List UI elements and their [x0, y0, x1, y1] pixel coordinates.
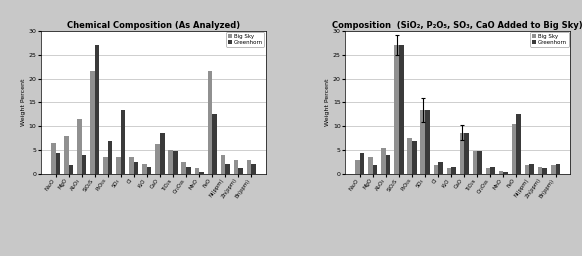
Bar — [407, 138, 412, 174]
Bar — [108, 141, 112, 174]
Bar — [425, 110, 430, 174]
Bar — [208, 71, 212, 174]
Bar — [446, 168, 451, 174]
Bar — [499, 171, 503, 174]
Bar — [81, 155, 86, 174]
Bar — [503, 172, 508, 174]
Bar — [386, 155, 391, 174]
Bar — [530, 164, 534, 174]
Bar — [234, 160, 238, 174]
Bar — [360, 153, 364, 174]
Bar — [155, 144, 160, 174]
Bar — [486, 168, 490, 174]
Bar — [399, 45, 403, 174]
Bar — [464, 133, 469, 174]
Bar — [121, 110, 125, 174]
Bar — [460, 133, 464, 174]
Bar — [556, 164, 560, 174]
Bar — [516, 114, 521, 174]
Bar — [147, 167, 151, 174]
Bar — [355, 160, 360, 174]
Y-axis label: Weight Percent: Weight Percent — [21, 79, 26, 126]
Bar — [64, 136, 69, 174]
Title: Chemical Composition (As Analyzed): Chemical Composition (As Analyzed) — [67, 21, 240, 30]
Bar — [221, 155, 225, 174]
Bar — [434, 165, 438, 174]
Bar — [251, 164, 256, 174]
Bar — [212, 114, 217, 174]
Y-axis label: Weight Percent: Weight Percent — [325, 79, 330, 126]
Bar — [143, 164, 147, 174]
Bar — [412, 141, 417, 174]
Bar — [182, 162, 186, 174]
Bar — [525, 165, 530, 174]
Bar — [512, 124, 516, 174]
Title: Composition  (SiO₂, P₂O₅, SO₃, CaO Added to Big Sky): Composition (SiO₂, P₂O₅, SO₃, CaO Added … — [332, 21, 582, 30]
Bar — [168, 150, 173, 174]
Bar — [77, 119, 81, 174]
Bar — [451, 167, 456, 174]
Bar — [438, 162, 443, 174]
Legend: Big Sky, Greenhorn: Big Sky, Greenhorn — [226, 33, 264, 47]
Bar — [186, 167, 191, 174]
Bar — [69, 165, 73, 174]
Bar — [381, 148, 386, 174]
Bar — [173, 151, 178, 174]
Bar — [420, 110, 425, 174]
Bar — [490, 167, 495, 174]
Bar — [95, 45, 100, 174]
Bar — [129, 157, 134, 174]
Bar — [55, 153, 60, 174]
Bar — [90, 71, 95, 174]
Bar — [477, 151, 482, 174]
Bar — [194, 168, 199, 174]
Bar — [225, 164, 230, 174]
Bar — [368, 157, 373, 174]
Bar — [395, 45, 399, 174]
Legend: Big Sky, Greenhorn: Big Sky, Greenhorn — [530, 33, 569, 47]
Bar — [238, 168, 243, 174]
Bar — [373, 165, 377, 174]
Bar — [247, 160, 251, 174]
Bar — [160, 133, 165, 174]
Bar — [51, 143, 55, 174]
Bar — [103, 157, 108, 174]
Bar — [538, 167, 542, 174]
Bar — [551, 165, 556, 174]
Bar — [542, 168, 547, 174]
Bar — [116, 157, 121, 174]
Bar — [199, 172, 204, 174]
Bar — [473, 151, 477, 174]
Bar — [134, 162, 139, 174]
